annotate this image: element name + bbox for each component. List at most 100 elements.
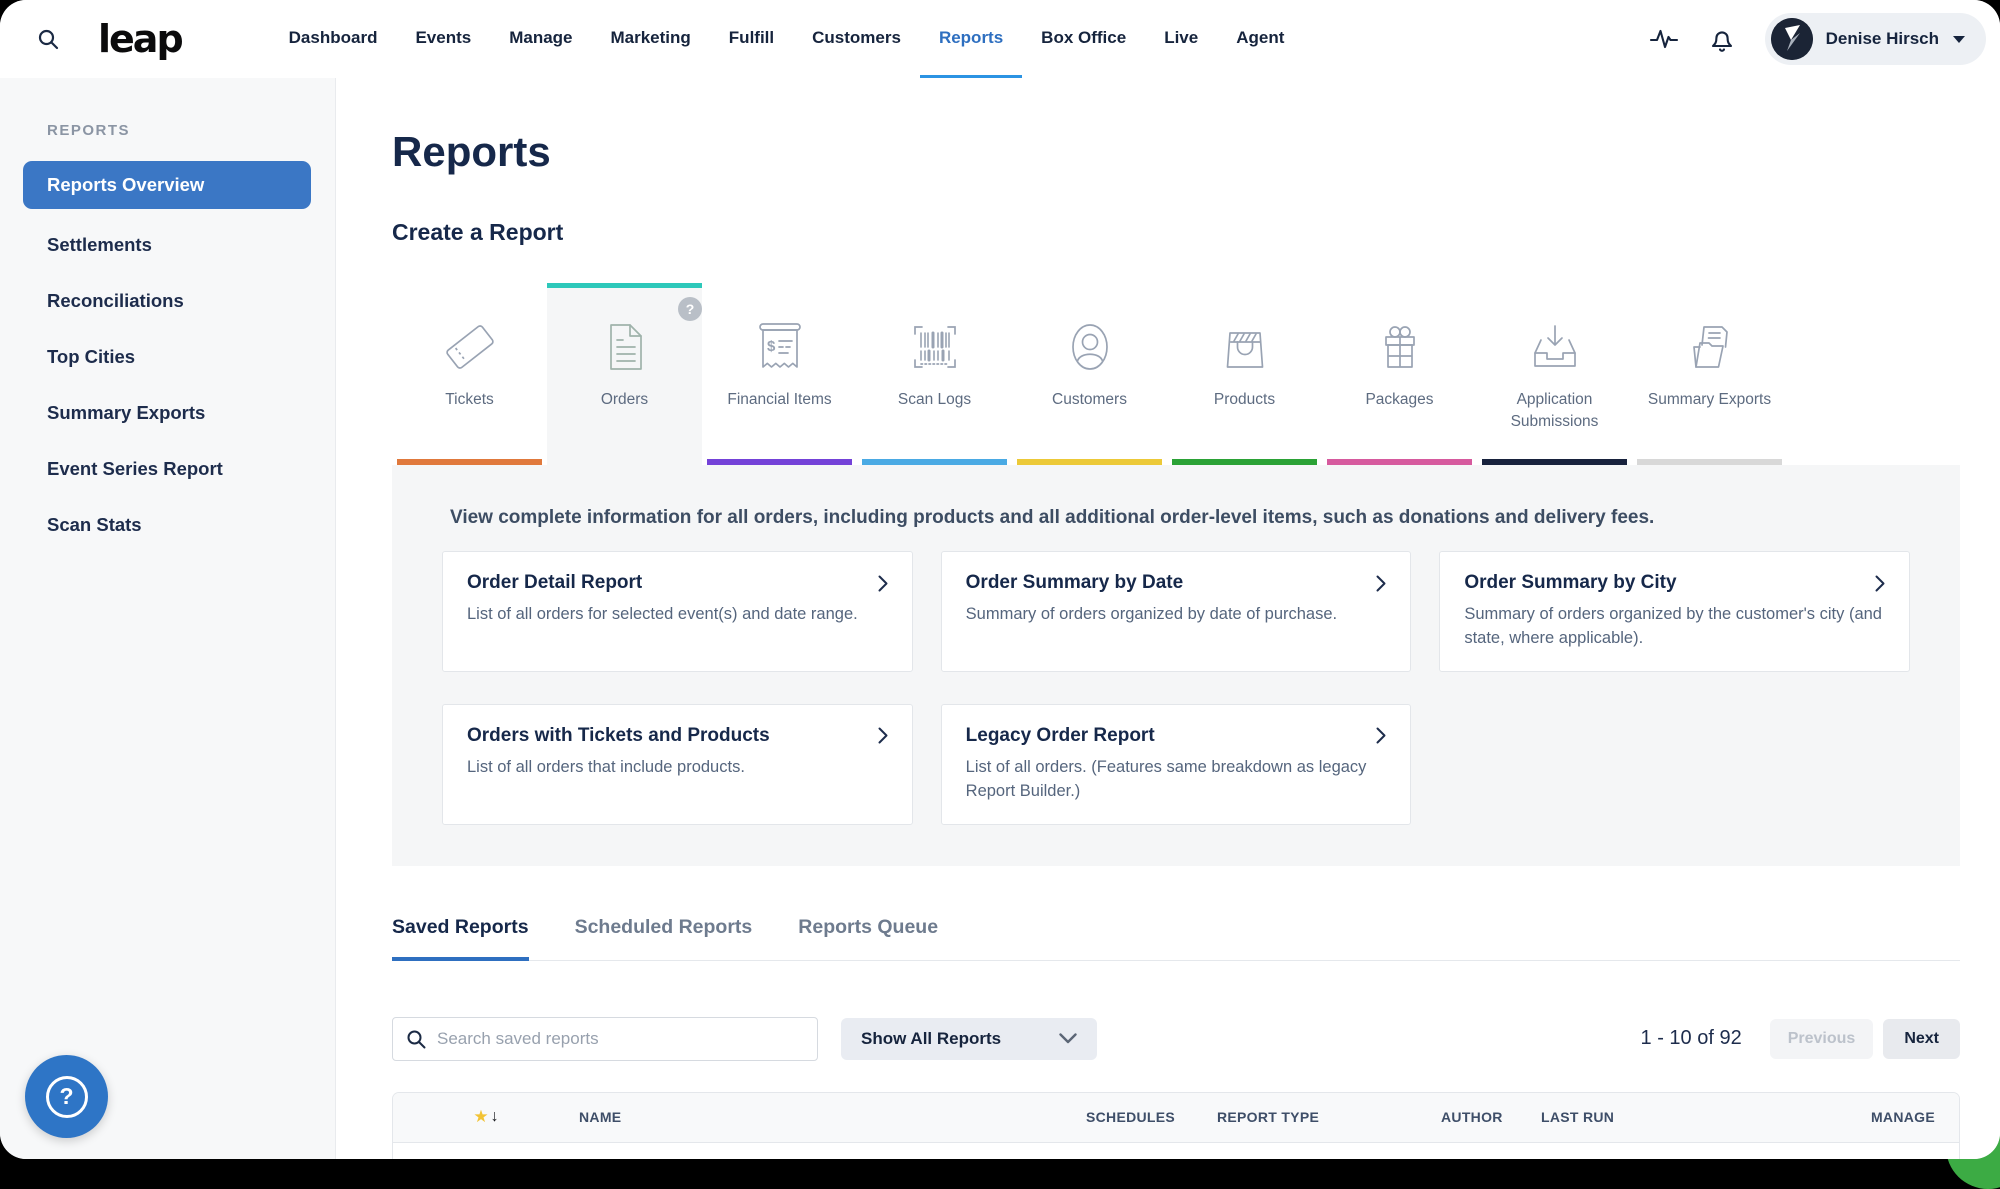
search-icon <box>36 27 60 51</box>
app-window: leap Dashboard Events Manage Marketing F… <box>0 0 2000 1159</box>
gift-icon <box>1372 319 1428 375</box>
inbox-download-icon <box>1527 319 1583 375</box>
report-tab-tickets[interactable]: Tickets <box>392 283 547 465</box>
document-icon <box>597 319 653 375</box>
shopping-bag-icon <box>1217 319 1273 375</box>
column-header-author: AUTHOR <box>1441 1109 1541 1125</box>
reports-sidebar: REPORTS Reports Overview Settlements Rec… <box>0 78 336 1159</box>
report-tab-application-submissions[interactable]: Application Submissions <box>1477 283 1632 465</box>
tab-saved-reports[interactable]: Saved Reports <box>392 916 529 961</box>
chevron-right-icon <box>1376 727 1386 744</box>
nav-item-manage[interactable]: Manage <box>490 0 591 78</box>
nav-item-events[interactable]: Events <box>396 0 490 78</box>
category-description: View complete information for all orders… <box>442 507 1910 529</box>
column-header-last-run: LAST RUN <box>1541 1109 1839 1125</box>
tab-scheduled-reports[interactable]: Scheduled Reports <box>575 916 753 961</box>
sort-descending-icon: ↓ <box>491 1108 499 1126</box>
nav-item-box-office[interactable]: Box Office <box>1022 0 1145 78</box>
card-orders-with-tickets-and-products[interactable]: Orders with Tickets and Products List of… <box>442 704 913 825</box>
chevron-right-icon <box>1376 575 1386 592</box>
column-header-name: NAME <box>579 1109 1086 1125</box>
star-icon: ★ <box>473 1107 488 1127</box>
avatar <box>1771 18 1813 60</box>
folder-exports-icon <box>1682 319 1738 375</box>
tab-color-bar <box>862 459 1007 465</box>
nav-item-marketing[interactable]: Marketing <box>592 0 710 78</box>
favorites-sort-control[interactable]: ★ ↓ <box>393 1107 579 1127</box>
tab-color-bar <box>1482 459 1627 465</box>
svg-text:$: $ <box>767 338 776 355</box>
page-title: Reports <box>392 126 1960 178</box>
nav-item-dashboard[interactable]: Dashboard <box>270 0 397 78</box>
main-content: Reports Create a Report Tickets <box>336 78 2000 1159</box>
barcode-icon <box>907 319 963 375</box>
user-menu[interactable]: Denise Hirsch <box>1765 13 1986 65</box>
card-order-summary-by-city[interactable]: Order Summary by City Summary of orders … <box>1439 551 1910 672</box>
card-legacy-order-report[interactable]: Legacy Order Report List of all orders. … <box>941 704 1412 825</box>
saved-reports-controls: Show All Reports 1 - 10 of 92 Previous N… <box>392 1017 1960 1061</box>
activity-button[interactable] <box>1649 26 1679 52</box>
chevron-right-icon <box>878 727 888 744</box>
notifications-button[interactable] <box>1709 26 1735 53</box>
report-tab-scan-logs[interactable]: Scan Logs <box>857 283 1012 465</box>
tab-color-bar <box>1637 459 1782 465</box>
ticket-icon <box>442 319 498 375</box>
report-tab-customers[interactable]: Customers <box>1012 283 1167 465</box>
sidebar-section-label: REPORTS <box>47 122 335 139</box>
user-name: Denise Hirsch <box>1826 29 1939 49</box>
chevron-down-icon <box>1952 35 1966 44</box>
receipt-icon: $ <box>752 319 808 375</box>
table-row[interactable]: Listing Report: Multiple Listings <box>393 1143 1959 1159</box>
orders-help-badge[interactable]: ? <box>678 297 702 321</box>
sidebar-item-reports-overview[interactable]: Reports Overview <box>23 161 311 209</box>
report-tab-financial-items[interactable]: $ Financial Items <box>702 283 857 465</box>
orders-reports-panel: View complete information for all orders… <box>392 465 1960 866</box>
active-tab-bar <box>547 283 702 288</box>
sidebar-item-settlements[interactable]: Settlements <box>0 217 335 273</box>
card-order-summary-by-date[interactable]: Order Summary by Date Summary of orders … <box>941 551 1412 672</box>
next-page-button[interactable]: Next <box>1883 1019 1960 1059</box>
column-header-schedules: SCHEDULES <box>1086 1109 1217 1125</box>
report-tab-packages[interactable]: Packages <box>1322 283 1477 465</box>
nav-item-live[interactable]: Live <box>1145 0 1217 78</box>
chevron-right-icon <box>1875 575 1885 592</box>
chevron-right-icon <box>878 575 888 592</box>
sidebar-item-scan-stats[interactable]: Scan Stats <box>0 497 335 553</box>
nav-item-customers[interactable]: Customers <box>793 0 920 78</box>
bell-icon <box>1709 26 1735 53</box>
global-search-button[interactable] <box>28 27 68 51</box>
leap-logo: leap <box>98 17 182 61</box>
card-order-detail-report[interactable]: Order Detail Report List of all orders f… <box>442 551 913 672</box>
report-tab-summary-exports[interactable]: Summary Exports <box>1632 283 1787 465</box>
top-navigation-bar: leap Dashboard Events Manage Marketing F… <box>0 0 2000 78</box>
tab-color-bar <box>707 459 852 465</box>
report-tab-products[interactable]: Products <box>1167 283 1322 465</box>
table-header-row: ★ ↓ NAME SCHEDULES REPORT TYPE AUTHOR LA… <box>393 1093 1959 1143</box>
nav-item-agent[interactable]: Agent <box>1217 0 1303 78</box>
report-category-tabs: Tickets ? <box>392 283 1960 465</box>
reports-list-tabs: Saved Reports Scheduled Reports Reports … <box>392 916 1960 961</box>
sidebar-item-reconciliations[interactable]: Reconciliations <box>0 273 335 329</box>
search-icon <box>405 1028 427 1050</box>
help-button[interactable]: ? <box>25 1055 108 1138</box>
nav-item-fulfill[interactable]: Fulfill <box>710 0 793 78</box>
report-filter-dropdown[interactable]: Show All Reports <box>841 1018 1097 1060</box>
pulse-icon <box>1649 26 1679 52</box>
column-header-manage: MANAGE <box>1839 1109 1935 1125</box>
nav-item-reports[interactable]: Reports <box>920 0 1022 78</box>
search-saved-reports-input[interactable] <box>392 1017 818 1061</box>
report-tab-orders[interactable]: ? Orders <box>547 283 702 465</box>
tab-reports-queue[interactable]: Reports Queue <box>798 916 938 961</box>
chevron-down-icon <box>1059 1033 1077 1044</box>
tab-color-bar <box>397 459 542 465</box>
sidebar-item-summary-exports[interactable]: Summary Exports <box>0 385 335 441</box>
sidebar-item-top-cities[interactable]: Top Cities <box>0 329 335 385</box>
sidebar-item-event-series-report[interactable]: Event Series Report <box>0 441 335 497</box>
tab-color-bar <box>1172 459 1317 465</box>
person-icon <box>1062 319 1118 375</box>
tab-color-bar <box>1017 459 1162 465</box>
tab-color-bar <box>1327 459 1472 465</box>
saved-reports-table: ★ ↓ NAME SCHEDULES REPORT TYPE AUTHOR LA… <box>392 1092 1960 1159</box>
primary-nav: Dashboard Events Manage Marketing Fulfil… <box>270 0 1304 78</box>
previous-page-button[interactable]: Previous <box>1770 1019 1874 1059</box>
